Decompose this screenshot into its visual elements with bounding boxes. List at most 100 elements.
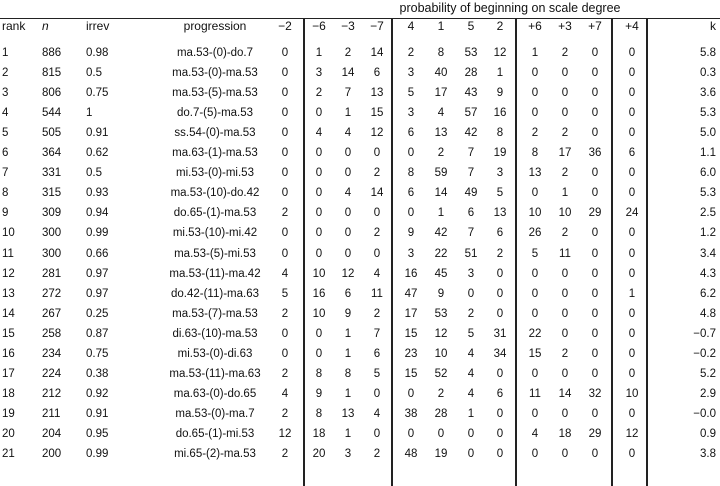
table-cell: 29 xyxy=(588,427,602,440)
column-header: n xyxy=(42,19,49,33)
table-cell: 0 xyxy=(281,327,289,340)
column-header: progression xyxy=(183,19,247,33)
table-cell: 0 xyxy=(561,107,569,120)
table-cell: 7 xyxy=(467,167,475,180)
table-cell: 0 xyxy=(561,448,569,460)
table-cell: 0.92 xyxy=(86,387,109,400)
table-cell: mi.53-(0)-di.63 xyxy=(177,347,253,360)
table-cell: 17 xyxy=(558,147,572,160)
table-cell: 10 xyxy=(558,207,572,220)
table-cell: 0 xyxy=(591,267,599,280)
table-cell: 4 xyxy=(531,427,539,440)
table-cell: ma.53-(0)-ma.53 xyxy=(172,67,258,80)
table-cell: 20 xyxy=(2,427,15,440)
column-header: −2 xyxy=(278,19,292,33)
table-cell: 0 xyxy=(591,67,599,80)
table-cell: 0.3 xyxy=(700,67,716,80)
column-header: irrev xyxy=(86,19,110,33)
table-cell: 12 xyxy=(493,47,507,59)
table-cell: 0 xyxy=(407,207,415,220)
table-cell: 12 xyxy=(370,127,384,140)
table-cell: 38 xyxy=(404,407,418,420)
table-cell: 2.9 xyxy=(700,387,716,400)
table-cell: 0 xyxy=(344,167,352,180)
table-cell: 1 xyxy=(344,107,352,120)
table-cell: 0 xyxy=(561,307,569,320)
table-cell: 11 xyxy=(529,387,541,400)
table-cell: 4 xyxy=(437,107,445,120)
table-cell: 0 xyxy=(281,187,289,200)
table-cell: 17 xyxy=(404,307,418,320)
table-cell: 48 xyxy=(404,448,418,460)
table-cell: 886 xyxy=(42,47,62,59)
table-cell: 267 xyxy=(42,307,62,320)
table-cell: 8 xyxy=(437,47,445,59)
table-cell: 4 xyxy=(344,127,352,140)
table-cell: 4 xyxy=(467,367,475,380)
table-cell: 1 xyxy=(344,327,352,340)
table-cell: 29 xyxy=(588,207,602,220)
table-cell: ma.53-(5)-ma.53 xyxy=(172,87,258,100)
table-cell: 0 xyxy=(591,347,599,360)
column-header: k xyxy=(710,19,716,33)
table-cell: 13 xyxy=(370,87,384,100)
table-cell: 0 xyxy=(315,187,323,200)
table-cell: 0 xyxy=(561,327,569,340)
table-cell: 15 xyxy=(528,347,542,360)
table-cell: 47 xyxy=(404,287,418,300)
column-header: −3 xyxy=(341,19,355,33)
column-divider xyxy=(391,18,393,486)
column-header: 4 xyxy=(407,19,415,33)
table-cell: 16 xyxy=(2,347,15,360)
table-cell: 0 xyxy=(591,367,599,380)
table-cell: 7 xyxy=(467,147,475,160)
table-cell: 2 xyxy=(281,207,289,220)
table-cell: 0 xyxy=(315,347,323,360)
table-cell: 0 xyxy=(531,267,539,280)
table-cell: 7 xyxy=(2,167,9,180)
table-cell: 0 xyxy=(496,267,504,280)
table-cell: 4 xyxy=(467,387,475,400)
table-cell: 15 xyxy=(370,107,384,120)
table-cell: 0 xyxy=(561,287,569,300)
table-cell: 43 xyxy=(464,87,478,100)
table-cell: 0 xyxy=(628,267,636,280)
table-cell: 2 xyxy=(437,387,445,400)
table-cell: 1 xyxy=(467,407,475,420)
table-cell: 2 xyxy=(281,448,289,460)
table-cell: 13 xyxy=(528,167,542,180)
table-cell: 0.87 xyxy=(86,327,109,340)
table-cell: 0 xyxy=(373,247,381,260)
table-cell: 0 xyxy=(315,167,323,180)
table-cell: 0 xyxy=(561,267,569,280)
table-cell: 2.5 xyxy=(700,207,716,220)
table-cell: 0 xyxy=(591,287,599,300)
table-cell: 32 xyxy=(588,387,602,400)
table-cell: 0.25 xyxy=(86,307,109,320)
table-cell: 0.97 xyxy=(86,287,109,300)
table-cell: 5.3 xyxy=(700,107,716,120)
table-cell: 5 xyxy=(2,127,9,140)
table-cell: 19 xyxy=(434,448,448,460)
table-cell: 309 xyxy=(42,207,62,220)
table-cell: 0 xyxy=(467,448,475,460)
table-cell: ma.53-(11)-ma.63 xyxy=(169,367,261,380)
table-cell: 0 xyxy=(531,87,539,100)
table-cell: 300 xyxy=(42,227,62,240)
table-cell: 0 xyxy=(281,47,289,59)
table-cell: 281 xyxy=(42,267,62,280)
table-cell: 3 xyxy=(467,267,475,280)
table-cell: 0 xyxy=(281,67,289,80)
table-cell: 0 xyxy=(344,207,352,220)
table-cell: 11 xyxy=(371,287,383,300)
table-cell: 0 xyxy=(281,147,289,160)
table-cell: 4 xyxy=(344,187,352,200)
table-cell: 0 xyxy=(591,167,599,180)
table-cell: 0 xyxy=(628,327,636,340)
table-cell: 12 xyxy=(625,427,639,440)
table-cell: 0 xyxy=(407,147,415,160)
table-cell: 0.97 xyxy=(86,267,109,280)
table-cell: 0.62 xyxy=(86,147,109,160)
table-cell: 42 xyxy=(434,227,448,240)
table-cell: 2 xyxy=(373,227,381,240)
